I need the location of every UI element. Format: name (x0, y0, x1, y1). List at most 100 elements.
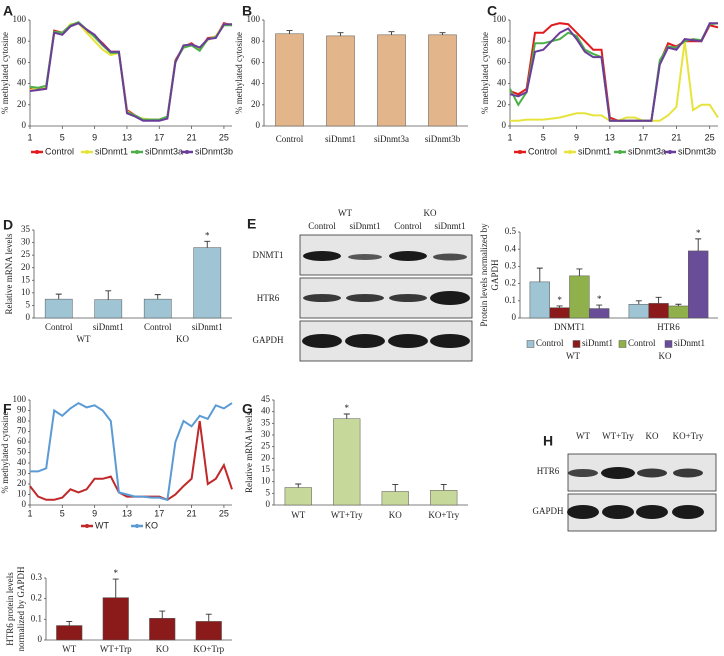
legend-swatch (618, 340, 627, 348)
x-tick-label: 17 (638, 132, 648, 142)
error-bar (112, 578, 119, 598)
legend-label: Control (536, 338, 564, 348)
blot-row: DNMT1 (253, 250, 284, 260)
error-bar (337, 32, 344, 36)
y-tick-label: 20 (17, 99, 27, 109)
y-tick-label: 15 (21, 274, 31, 284)
x-tick-label: 25 (705, 132, 715, 142)
band (389, 294, 427, 302)
y-tick-label: 10 (21, 287, 31, 297)
band (637, 468, 667, 478)
x-tick-label: siDnmt3b (425, 134, 461, 144)
blot-h: H WT WT+Try KO KO+Try HTR6 GAPDH (532, 431, 717, 532)
x-tick-label: 1 (27, 132, 32, 142)
y-tick-label: 50 (17, 447, 27, 457)
y-tick-label: 0 (22, 120, 27, 130)
legend-label: WT (95, 520, 109, 530)
band (672, 505, 704, 519)
significance: * (597, 294, 602, 304)
y-tick-label: 40 (17, 78, 27, 88)
x-tick-label: 17 (154, 508, 164, 518)
bar (549, 307, 570, 319)
legend-label: siDnmt1 (582, 338, 613, 348)
blot-group: KO (424, 208, 437, 218)
legend-swatch (618, 150, 622, 154)
series-line (509, 22, 719, 122)
x-tick-label: 9 (574, 132, 579, 142)
x-tick-label: KO+Try (428, 510, 459, 520)
y-axis-label: % methylated cytosine (0, 32, 10, 114)
x-tick-label: Control (45, 322, 73, 332)
x-tick-label: DNMT1 (554, 322, 585, 332)
y-tick-label: 40 (261, 406, 271, 416)
y-tick-label: 5 (266, 487, 271, 497)
legend-label: Control (528, 146, 557, 156)
y-axis-label: GAPDH (490, 259, 500, 291)
y-tick-label: 20 (17, 478, 27, 488)
y-axis-label: Protein levels normalized by (479, 223, 489, 327)
y-tick-label: 0.3 (505, 260, 517, 270)
band (345, 334, 385, 348)
x-tick-label: WT+Try (331, 510, 363, 520)
band (430, 334, 470, 348)
y-tick-label: 25 (261, 441, 271, 451)
legend-label: KO (145, 520, 158, 530)
legend-swatch (568, 150, 572, 154)
y-tick-label: 40 (251, 78, 261, 88)
blot-row: GAPDH (532, 506, 564, 516)
error-bar (655, 296, 662, 304)
blot-lane: Control (394, 221, 422, 231)
y-tick-label: 70 (17, 426, 27, 436)
y-axis-label: % methylated cytosine (234, 32, 244, 114)
y-tick-label: 10 (17, 489, 27, 499)
band (673, 468, 703, 478)
error-bar (576, 268, 583, 276)
bar (102, 597, 129, 641)
bar (430, 490, 458, 506)
error-bar (596, 304, 603, 309)
y-tick-label: 100 (493, 14, 507, 24)
error-bar (439, 32, 446, 35)
band (602, 505, 634, 519)
legend-group: KO (659, 351, 672, 361)
bar (529, 281, 550, 319)
bar (688, 250, 709, 319)
y-tick-label: 0.2 (505, 278, 516, 288)
legend-label: siDnmt3b (195, 146, 233, 156)
y-tick-label: 20 (261, 452, 271, 462)
legend-swatch (85, 524, 89, 528)
band (388, 334, 428, 348)
x-tick-label: 25 (219, 508, 229, 518)
bar (628, 303, 649, 319)
y-tick-label: 100 (13, 394, 27, 404)
blot-lane: KO+Try (673, 431, 704, 441)
series-line (509, 22, 718, 122)
y-axis-label: % methylated cytosine (480, 32, 490, 114)
series-line (30, 401, 233, 502)
legend-swatch (518, 150, 522, 154)
panel-label: H (543, 433, 553, 449)
x-tick-label: 13 (605, 132, 615, 142)
bar (428, 34, 457, 127)
legend-swatch (572, 340, 581, 348)
panel-label: C (487, 3, 497, 19)
band (568, 469, 598, 477)
legend-group: WT (566, 351, 580, 361)
x-tick-label: KO (156, 644, 169, 654)
blot-row: HTR6 (257, 293, 280, 303)
band (567, 505, 599, 519)
blot-lane: siDnmt1 (434, 221, 465, 231)
error-bar (204, 240, 211, 248)
legend-label: siDnmt1 (578, 146, 611, 156)
x-tick-label: 5 (541, 132, 546, 142)
y-tick-label: 0.4 (505, 243, 517, 253)
y-tick-label: 25 (21, 249, 31, 259)
error-bar (388, 31, 395, 35)
x-tick-label: 9 (92, 132, 97, 142)
blot-e: E WT KO Control siDnmt1 Control siDnmt1 … (247, 208, 473, 362)
y-tick-label: 0.1 (31, 613, 42, 623)
legend-swatch (135, 524, 139, 528)
band (303, 294, 341, 302)
y-tick-label: 0 (26, 312, 31, 322)
